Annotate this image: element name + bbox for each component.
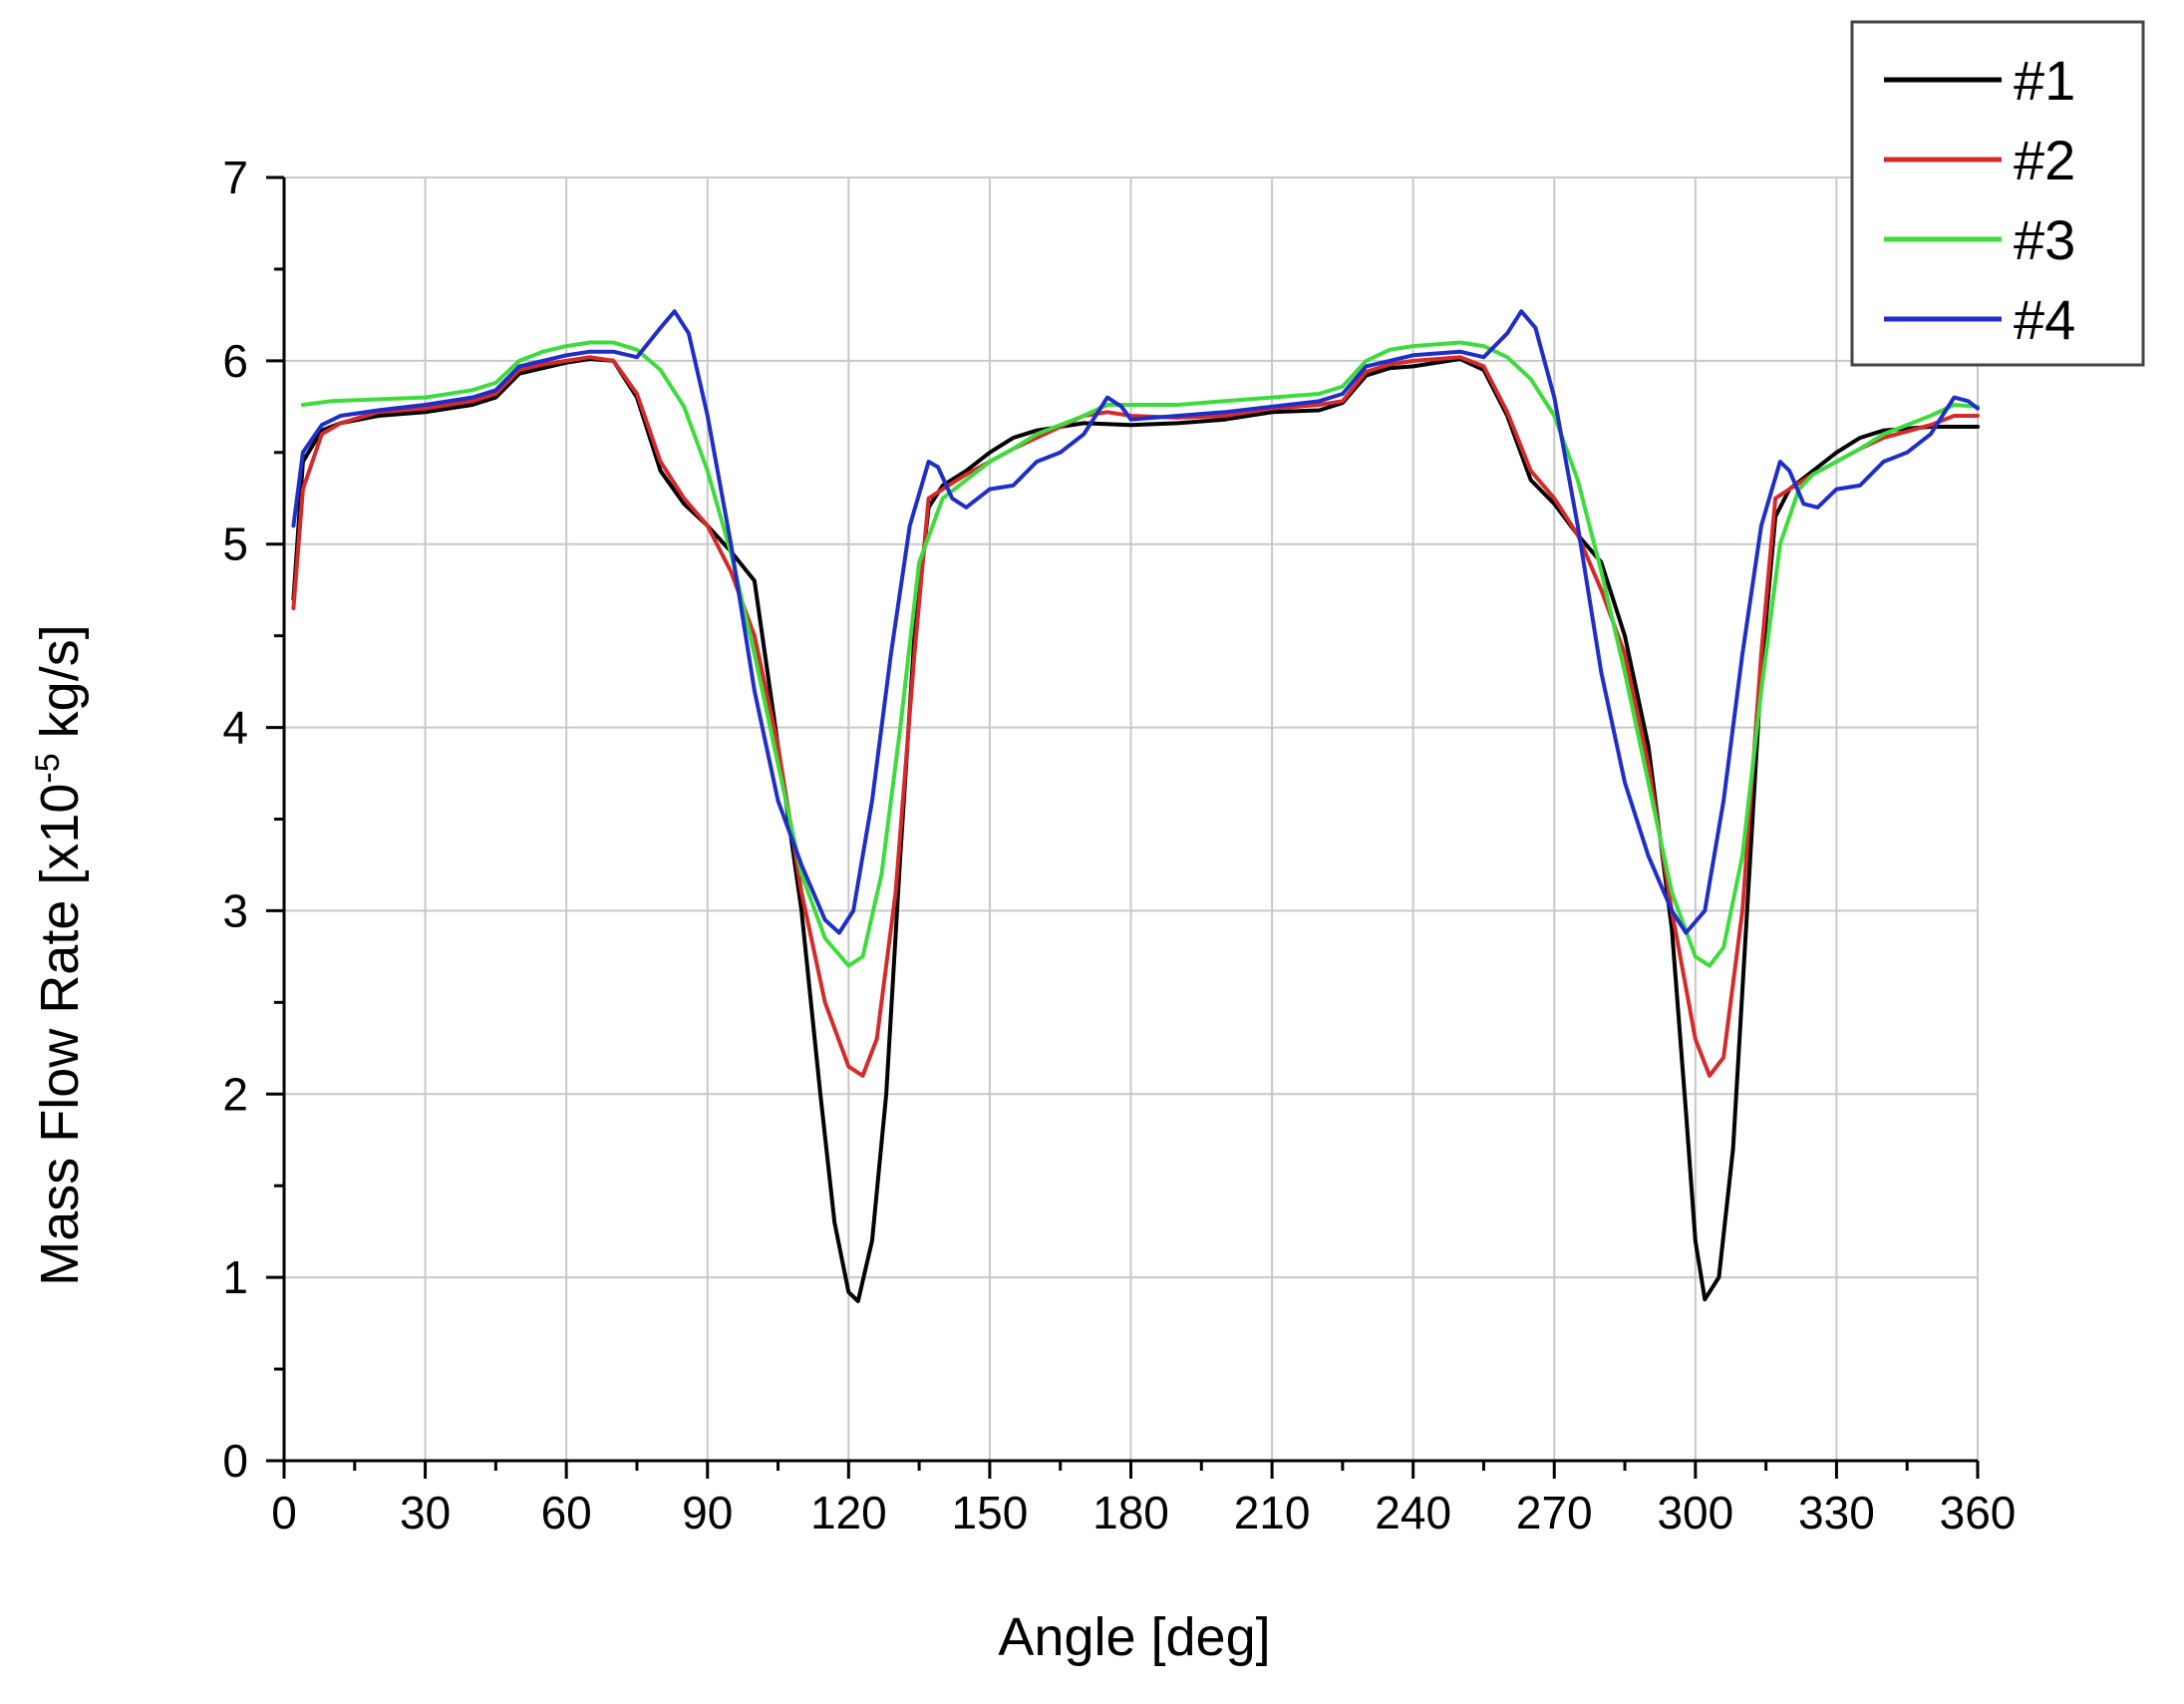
- y-axis-title: Mass Flow Rate [x10-5 kg/s]: [29, 624, 90, 1285]
- x-tick-label-12: 360: [1940, 1487, 2017, 1538]
- x-tick-label-0: 0: [271, 1487, 297, 1538]
- series-line-4: [291, 309, 1980, 935]
- legend-label-3: #3: [2014, 208, 2075, 271]
- y-tick-label-7: 7: [222, 152, 248, 203]
- tick-labels: 0 30 60 90 120 150 180 210 240 270 300 330 360 0 1 2 3 4 5…: [222, 152, 2016, 1538]
- y-tick-label-1: 1: [222, 1251, 248, 1303]
- y-axis-title-exponent: -5: [29, 753, 67, 783]
- legend-label-2: #2: [2014, 129, 2075, 191]
- series-line-3: [300, 340, 1980, 968]
- y-tick-label-5: 5: [222, 518, 248, 570]
- x-tick-label-5: 150: [952, 1487, 1029, 1538]
- y-tick-label-3: 3: [222, 884, 248, 936]
- x-tick-label-1: 30: [400, 1487, 451, 1538]
- legend-label-1: #1: [2014, 49, 2075, 112]
- x-tick-label-9: 270: [1516, 1487, 1593, 1538]
- y-tick-label-0: 0: [222, 1435, 248, 1487]
- y-tick-label-6: 6: [222, 335, 248, 387]
- x-tick-label-11: 330: [1798, 1487, 1875, 1538]
- x-tick-label-4: 120: [810, 1487, 887, 1538]
- legend-label-4: #4: [2014, 288, 2075, 351]
- legend-box: [1850, 20, 2145, 367]
- y-tick-label-4: 4: [222, 702, 248, 754]
- axes: [266, 175, 1980, 1479]
- series-layer: [291, 309, 1980, 1303]
- x-tick-label-10: 300: [1657, 1487, 1733, 1538]
- x-tick-label-6: 180: [1092, 1487, 1169, 1538]
- x-tick-label-3: 90: [682, 1487, 733, 1538]
- x-tick-label-7: 210: [1234, 1487, 1311, 1538]
- y-axis-title-prefix: Mass Flow Rate [x10: [30, 784, 90, 1286]
- x-tick-label-2: 60: [541, 1487, 592, 1538]
- legend: #1 #2 #3 #4: [1850, 20, 2145, 367]
- y-tick-label-2: 2: [222, 1068, 248, 1120]
- x-axis-title: Angle [deg]: [998, 1607, 1270, 1667]
- y-axis-title-suffix: kg/s]: [30, 624, 90, 753]
- x-tick-label-8: 240: [1375, 1487, 1451, 1538]
